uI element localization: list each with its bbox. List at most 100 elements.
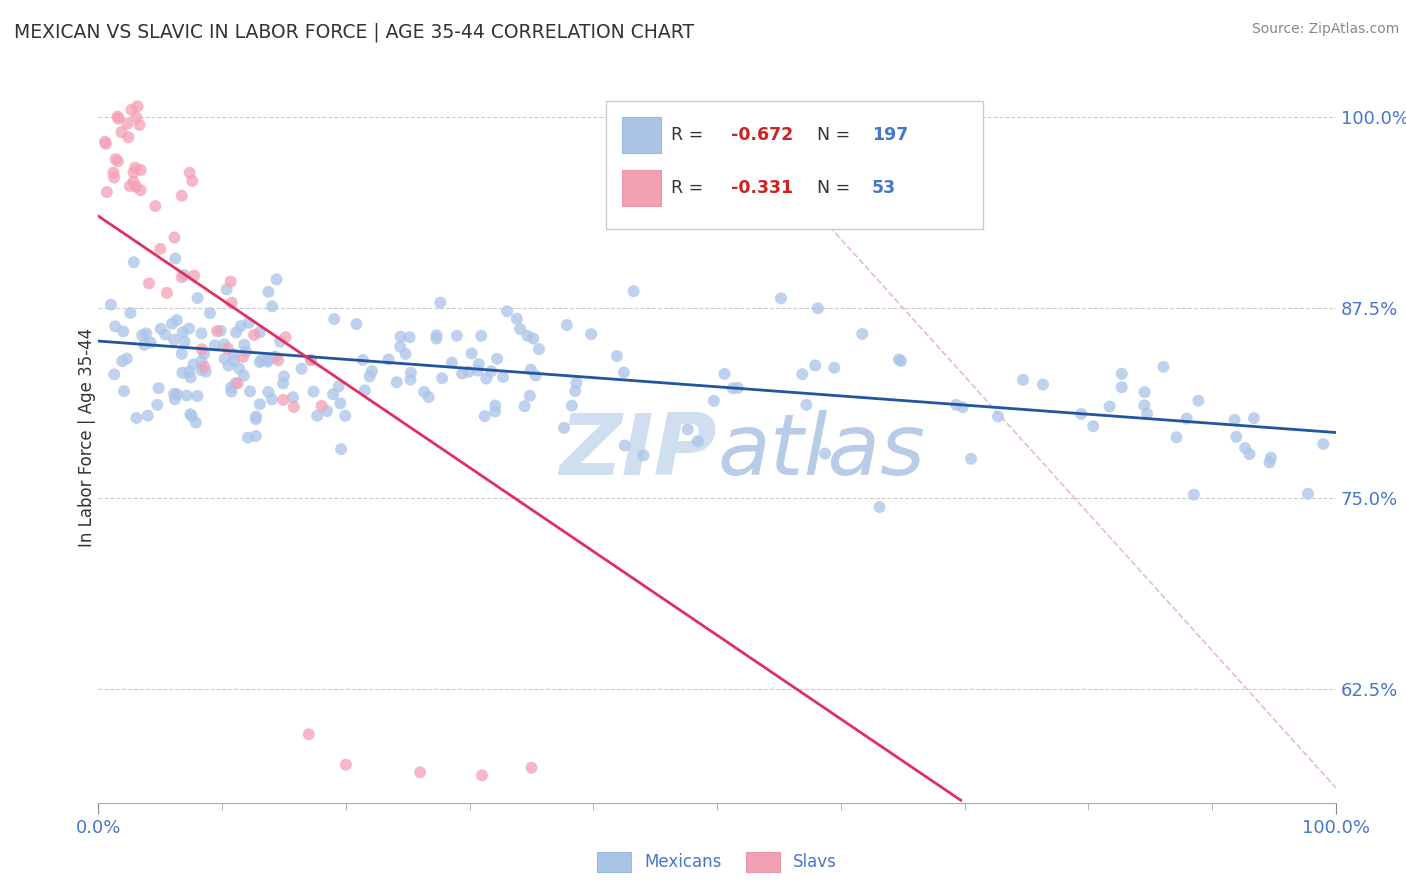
Point bbox=[120, 103, 142, 117]
Point bbox=[398, 330, 420, 344]
Point bbox=[250, 353, 273, 368]
Point bbox=[149, 322, 172, 336]
Text: -0.672: -0.672 bbox=[731, 126, 793, 144]
Point bbox=[1260, 450, 1282, 465]
Point bbox=[561, 399, 583, 413]
Text: 53: 53 bbox=[872, 179, 896, 197]
Point bbox=[1111, 367, 1133, 381]
Point bbox=[1234, 441, 1257, 455]
Point bbox=[260, 392, 283, 407]
FancyBboxPatch shape bbox=[621, 170, 661, 206]
Point bbox=[127, 99, 149, 113]
Point bbox=[149, 242, 172, 256]
Point bbox=[474, 409, 496, 424]
Point bbox=[429, 295, 451, 310]
Point bbox=[307, 409, 329, 423]
Point bbox=[221, 295, 243, 310]
Point bbox=[235, 344, 257, 359]
Point bbox=[686, 434, 709, 449]
Point bbox=[484, 404, 506, 418]
Text: ZIP: ZIP bbox=[560, 410, 717, 493]
Point bbox=[1223, 413, 1246, 427]
Point bbox=[579, 327, 602, 342]
Point bbox=[299, 353, 322, 368]
Point bbox=[274, 330, 297, 344]
Point bbox=[440, 356, 463, 370]
Text: Source: ZipAtlas.com: Source: ZipAtlas.com bbox=[1251, 22, 1399, 37]
Point bbox=[217, 342, 239, 356]
Point bbox=[179, 166, 201, 180]
Point bbox=[1243, 411, 1265, 425]
Point bbox=[945, 398, 967, 412]
Point bbox=[112, 384, 135, 399]
Point bbox=[796, 398, 818, 412]
Point bbox=[104, 152, 127, 166]
Point bbox=[1111, 380, 1133, 394]
Point bbox=[120, 306, 142, 320]
Point bbox=[457, 365, 479, 379]
Point bbox=[245, 412, 267, 426]
Point bbox=[136, 409, 159, 423]
Point bbox=[527, 342, 550, 356]
Point bbox=[335, 409, 357, 423]
Point bbox=[298, 727, 321, 741]
Point bbox=[1083, 419, 1105, 434]
Point bbox=[172, 326, 194, 340]
Point bbox=[179, 321, 201, 335]
Point bbox=[713, 367, 735, 381]
Point bbox=[125, 179, 148, 194]
Point bbox=[330, 442, 353, 457]
Point bbox=[193, 359, 215, 374]
Point bbox=[322, 387, 344, 401]
Point bbox=[184, 416, 207, 430]
Point bbox=[475, 371, 498, 385]
Point bbox=[399, 373, 422, 387]
Point bbox=[769, 291, 792, 305]
Point bbox=[221, 384, 243, 399]
Point bbox=[163, 387, 186, 401]
Point bbox=[103, 368, 125, 382]
Point bbox=[1258, 455, 1281, 469]
Point bbox=[316, 404, 339, 418]
Point bbox=[1175, 411, 1198, 425]
Point bbox=[823, 360, 845, 375]
Point bbox=[269, 334, 291, 349]
Point bbox=[323, 312, 346, 326]
Point bbox=[1133, 398, 1156, 412]
Point bbox=[139, 335, 162, 350]
Point bbox=[468, 357, 491, 371]
Point bbox=[471, 768, 494, 782]
Point bbox=[128, 118, 150, 132]
Point bbox=[222, 353, 245, 368]
Point bbox=[721, 381, 744, 395]
Point bbox=[516, 328, 538, 343]
Point bbox=[146, 398, 169, 412]
Point bbox=[553, 421, 575, 435]
Point bbox=[122, 255, 145, 269]
Point bbox=[148, 381, 170, 395]
Point bbox=[193, 347, 215, 361]
Point bbox=[446, 328, 468, 343]
Point bbox=[166, 387, 188, 401]
Point bbox=[1296, 487, 1319, 501]
Point bbox=[125, 111, 148, 125]
Point bbox=[353, 384, 375, 398]
Point bbox=[100, 298, 122, 312]
Point bbox=[257, 285, 280, 299]
Point bbox=[460, 346, 482, 360]
Point bbox=[170, 347, 193, 361]
Point bbox=[952, 401, 974, 415]
Point bbox=[389, 340, 412, 354]
Point bbox=[467, 363, 489, 377]
Point bbox=[215, 282, 238, 296]
Point bbox=[170, 270, 193, 285]
Point bbox=[987, 409, 1010, 424]
Point bbox=[191, 343, 214, 357]
Point bbox=[170, 188, 193, 202]
Point bbox=[1012, 373, 1035, 387]
Point bbox=[232, 368, 254, 383]
Point bbox=[249, 397, 271, 411]
Point bbox=[212, 337, 235, 351]
Point bbox=[869, 500, 891, 514]
Point bbox=[513, 399, 536, 413]
